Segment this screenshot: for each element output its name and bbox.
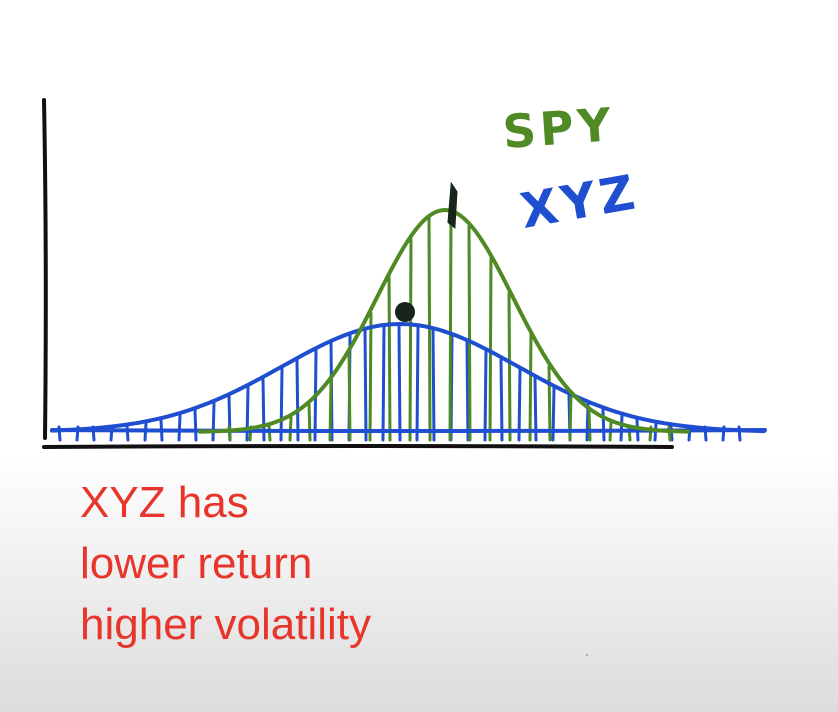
xyz-hatch-line xyxy=(517,367,522,442)
spy-hatch-line xyxy=(267,424,272,442)
caption-line-3: higher volatility xyxy=(80,600,372,649)
stray-dot xyxy=(586,654,588,656)
spy-hatch-line xyxy=(408,238,413,442)
spy-hatch-line xyxy=(347,348,352,442)
spy-hatch-line xyxy=(387,272,392,442)
spy-hatch-line xyxy=(507,291,512,442)
xyz-hatch-line xyxy=(465,341,470,442)
xyz-hatch-line xyxy=(619,413,624,442)
xyz-hatch-lines xyxy=(57,324,742,442)
spy-hatch-line xyxy=(528,330,533,442)
xyz-legend-label: XYZ xyxy=(516,164,643,240)
y-axis xyxy=(42,98,48,440)
xyz-hatch-line xyxy=(211,401,216,442)
spy-hatch-line xyxy=(307,401,312,442)
xyz-hatch-line xyxy=(295,358,300,442)
xyz-hatch-line xyxy=(363,328,368,442)
spy-hatch-line xyxy=(488,254,493,442)
xyz-hatch-line xyxy=(483,349,488,442)
xyz-hatch-line xyxy=(499,358,504,442)
spy-curve xyxy=(198,208,690,434)
xyz-hatch-line xyxy=(601,408,606,442)
xyz-hatch-line xyxy=(415,325,420,442)
xyz-hatch-line xyxy=(397,324,402,442)
spy-hatch-line xyxy=(288,416,293,442)
xyz-mean-marker xyxy=(395,302,415,322)
xyz-hatch-line xyxy=(279,367,284,442)
xyz-hatch-line xyxy=(381,325,386,442)
xyz-curve xyxy=(50,322,766,434)
spy-mean-marker xyxy=(447,181,458,229)
xyz-hatch-line xyxy=(193,408,198,442)
spy-hatch-line xyxy=(547,365,552,442)
xyz-hatch-line xyxy=(177,413,182,442)
caption-line-1: XYZ has xyxy=(80,478,249,527)
spy-hatch-line xyxy=(568,391,573,442)
caption: XYZ has lower return higher volatility xyxy=(80,472,371,655)
spy-hatch-line xyxy=(368,311,373,442)
caption-line-2: lower return xyxy=(80,539,313,588)
xyz-hatch-line xyxy=(431,328,436,442)
spy-hatch-line xyxy=(448,211,453,442)
x-axis xyxy=(42,444,674,449)
spy-legend-label: SPY xyxy=(501,97,617,159)
spy-hatch-line xyxy=(587,409,592,442)
spy-hatch-line xyxy=(467,225,472,442)
